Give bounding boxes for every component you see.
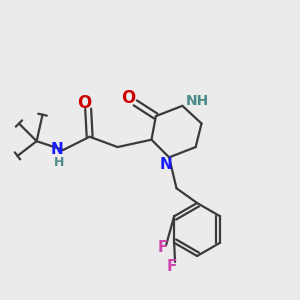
- Text: N: N: [159, 157, 172, 172]
- Text: O: O: [77, 94, 92, 112]
- Text: H: H: [53, 156, 64, 169]
- Text: F: F: [167, 259, 177, 274]
- Text: F: F: [158, 240, 168, 255]
- Text: NH: NH: [185, 94, 208, 107]
- Text: N: N: [51, 142, 64, 158]
- Text: O: O: [121, 88, 135, 106]
